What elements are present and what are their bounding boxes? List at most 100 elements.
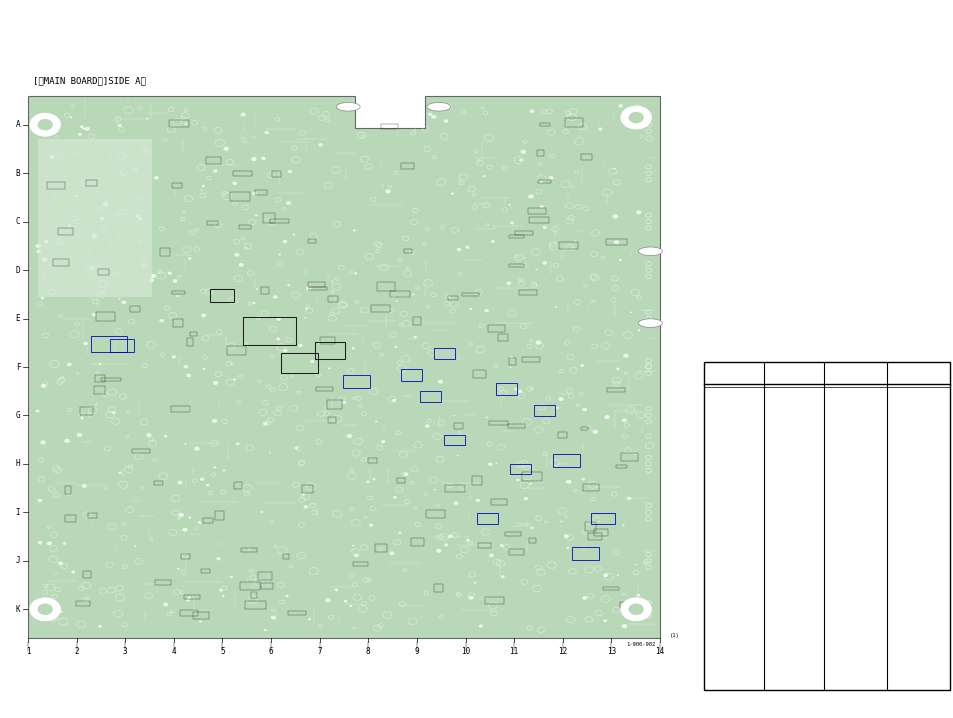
Bar — [489, 421, 507, 425]
Text: 5: 5 — [220, 647, 225, 656]
Circle shape — [234, 253, 239, 257]
Bar — [76, 600, 90, 606]
Circle shape — [58, 561, 63, 565]
Circle shape — [40, 297, 44, 299]
Bar — [353, 562, 368, 566]
Circle shape — [616, 368, 619, 370]
Circle shape — [629, 312, 632, 313]
Circle shape — [563, 534, 568, 538]
Circle shape — [612, 215, 618, 219]
Circle shape — [556, 406, 558, 409]
Circle shape — [343, 600, 347, 602]
Circle shape — [523, 257, 525, 258]
Bar — [187, 338, 193, 345]
Bar — [606, 239, 626, 245]
Bar — [272, 171, 281, 177]
Circle shape — [121, 301, 126, 304]
Circle shape — [80, 126, 84, 129]
Circle shape — [389, 551, 395, 555]
Bar — [553, 454, 579, 467]
Bar — [94, 376, 105, 382]
Bar — [515, 231, 533, 236]
Ellipse shape — [427, 103, 451, 111]
Circle shape — [643, 605, 648, 609]
Bar — [528, 217, 549, 223]
Circle shape — [613, 167, 615, 169]
Circle shape — [349, 605, 352, 607]
Bar — [509, 235, 523, 238]
Circle shape — [271, 615, 275, 620]
Circle shape — [618, 259, 621, 261]
Bar — [527, 208, 546, 214]
Circle shape — [187, 597, 191, 600]
Circle shape — [71, 571, 75, 574]
Circle shape — [135, 214, 140, 218]
Circle shape — [604, 415, 609, 419]
Text: D: D — [16, 266, 20, 274]
Bar — [101, 378, 121, 381]
Bar — [477, 543, 491, 548]
Circle shape — [488, 462, 492, 466]
Bar — [172, 291, 185, 294]
Circle shape — [177, 568, 179, 570]
Circle shape — [37, 604, 52, 615]
Circle shape — [288, 170, 292, 173]
Circle shape — [328, 368, 331, 369]
Bar — [518, 290, 537, 294]
Circle shape — [506, 281, 511, 285]
Circle shape — [370, 122, 372, 123]
Bar — [98, 269, 109, 275]
Circle shape — [310, 360, 314, 363]
Circle shape — [465, 538, 469, 541]
Bar — [472, 476, 481, 485]
Circle shape — [264, 629, 267, 631]
Circle shape — [620, 598, 651, 621]
Circle shape — [233, 182, 236, 185]
Circle shape — [30, 113, 60, 136]
Bar — [263, 213, 274, 223]
Bar — [497, 334, 508, 341]
Text: 6: 6 — [269, 647, 274, 656]
Circle shape — [252, 302, 255, 304]
Circle shape — [331, 281, 334, 282]
Circle shape — [456, 454, 458, 456]
Circle shape — [238, 263, 243, 266]
Circle shape — [287, 284, 290, 286]
Circle shape — [614, 241, 618, 244]
Text: K: K — [16, 605, 20, 614]
Circle shape — [298, 344, 302, 347]
Circle shape — [634, 564, 636, 565]
Circle shape — [352, 545, 354, 546]
Text: 14: 14 — [655, 647, 664, 656]
Circle shape — [621, 524, 624, 526]
Circle shape — [548, 176, 553, 180]
Bar — [594, 529, 608, 536]
Circle shape — [301, 493, 305, 495]
Circle shape — [558, 397, 563, 401]
Bar — [537, 150, 543, 156]
Circle shape — [308, 618, 311, 620]
Circle shape — [276, 317, 280, 321]
Bar — [327, 400, 341, 409]
Bar — [425, 510, 444, 518]
Bar — [243, 317, 295, 345]
Bar — [153, 480, 162, 485]
Bar — [132, 449, 151, 452]
Circle shape — [485, 416, 487, 418]
Circle shape — [616, 574, 618, 576]
Bar — [172, 183, 182, 187]
Bar — [193, 612, 210, 619]
Circle shape — [397, 531, 401, 533]
Circle shape — [581, 596, 587, 600]
Bar — [521, 472, 541, 481]
Circle shape — [285, 595, 289, 597]
Circle shape — [434, 489, 436, 490]
Circle shape — [68, 225, 71, 227]
Bar — [183, 595, 200, 599]
Circle shape — [574, 241, 576, 242]
Circle shape — [628, 112, 643, 123]
Circle shape — [628, 604, 643, 615]
Bar — [53, 259, 70, 266]
Circle shape — [509, 356, 513, 359]
Circle shape — [437, 380, 442, 383]
